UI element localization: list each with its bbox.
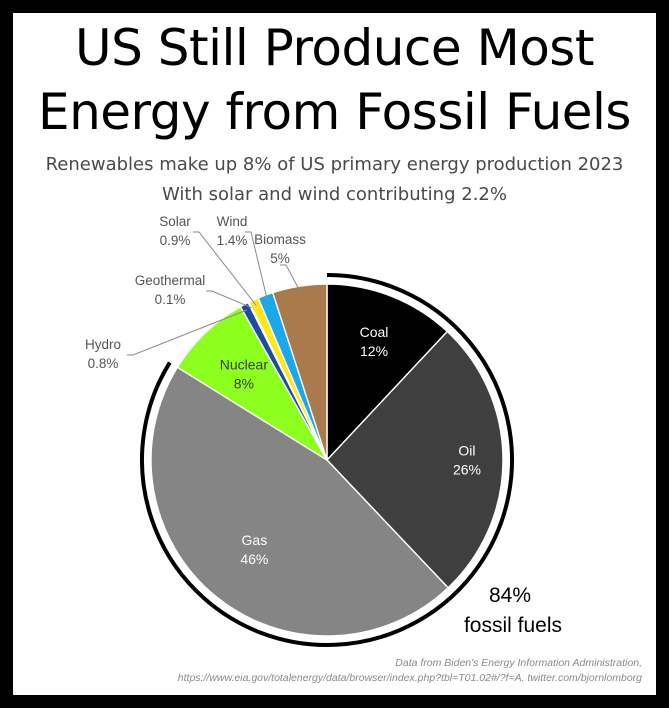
fossil-fuels-label: fossil fuels	[464, 614, 562, 637]
slice-label-geothermal-name: Geothermal	[135, 273, 206, 288]
slice-label-geothermal-leader-line	[206, 290, 252, 309]
slice-label-wind-name: Wind	[217, 214, 248, 229]
slice-label-geothermal-value: 0.1%	[155, 292, 186, 307]
slice-label-solar-name: Solar	[159, 214, 191, 229]
infographic-frame: US Still Produce Most Energy from Fossil…	[13, 13, 656, 695]
fossil-fuels-value: 84%	[489, 584, 531, 607]
source-note-line-2: https://www.eia.gov/totalenergy/data/bro…	[177, 672, 642, 684]
pie-slice-oil	[326, 330, 504, 589]
slice-label-nuclear-value: 8%	[234, 375, 254, 391]
slice-label-biomass-leader-line	[280, 264, 301, 293]
slice-label-gas-value: 46%	[240, 551, 268, 567]
pie-slice-gas	[150, 366, 449, 637]
slice-label-coal-name: Coal	[360, 324, 389, 340]
source-note-line-1: Data from Biden's Energy Information Adm…	[395, 657, 642, 669]
slice-label-nuclear-name: Nuclear	[220, 356, 269, 372]
pie-chart: Coal 12% Oil 26% Gas 46% Nuclear 8% Hydro 0.8% Geo…	[85, 214, 562, 647]
chart-subtitle-line-2: With solar and wind contributing 2.2%	[162, 184, 507, 205]
slice-label-wind-leader-line	[245, 231, 268, 301]
chart-title-line-2: Energy from Fossil Fuels	[38, 83, 631, 141]
slice-label-solar-value: 0.9%	[160, 233, 191, 248]
slice-label-oil-name: Oil	[458, 443, 475, 459]
slice-label-gas-name: Gas	[242, 532, 268, 548]
slice-label-oil-value: 26%	[453, 462, 481, 478]
pie-slice-biomass	[272, 283, 328, 461]
slice-label-hydro-name: Hydro	[85, 337, 121, 352]
slice-label-biomass-value: 5%	[270, 251, 290, 266]
chart-subtitle-line-1: Renewables make up 8% of US primary ener…	[45, 154, 624, 175]
slice-label-solar-leader-line	[193, 231, 257, 306]
slice-label-hydro-value: 0.8%	[88, 356, 119, 371]
pie-slice-coal	[326, 283, 448, 461]
slice-label-coal-value: 12%	[360, 343, 388, 359]
chart-title-line-1: US Still Produce Most	[75, 19, 594, 77]
fossil-fuels-arc	[139, 273, 514, 647]
slice-label-wind-value: 1.4%	[217, 233, 248, 248]
slice-label-hydro-leader-line	[127, 309, 248, 356]
slice-label-biomass-name: Biomass	[254, 232, 306, 247]
